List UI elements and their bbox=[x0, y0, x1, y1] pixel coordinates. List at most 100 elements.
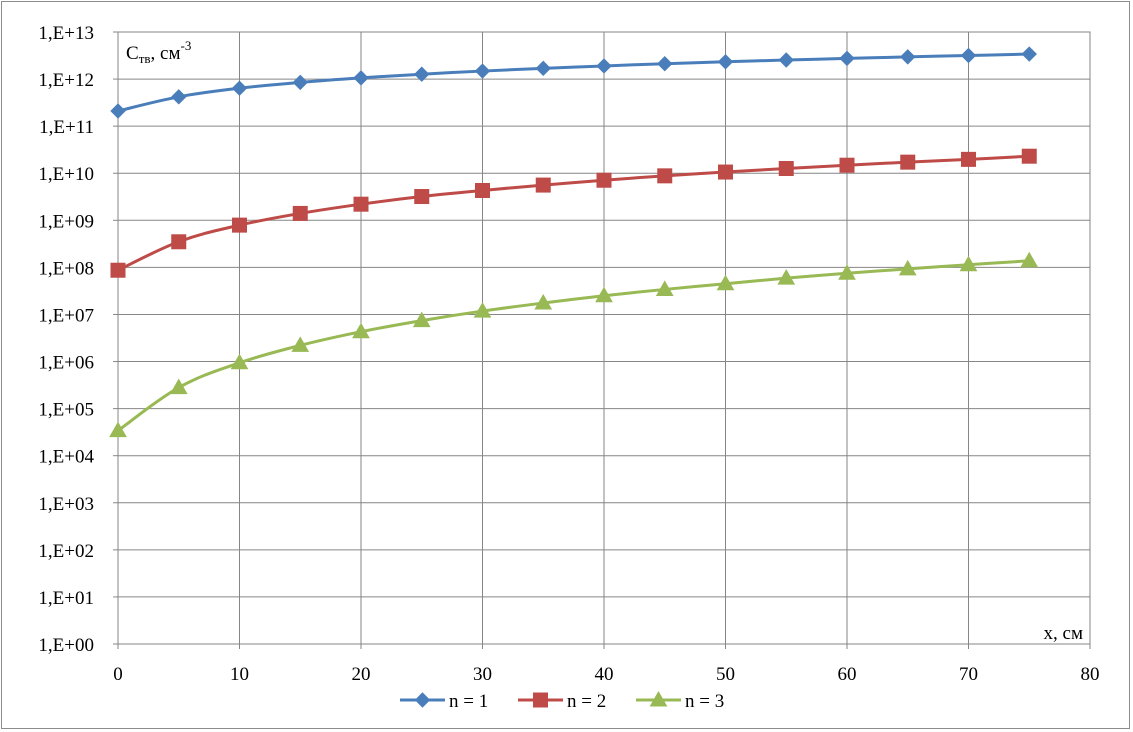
legend-label: n = 2 bbox=[567, 691, 606, 712]
data-point bbox=[961, 151, 976, 167]
legend-entry-1: n = 1 bbox=[400, 691, 488, 712]
y-tick-label: 1,E+05 bbox=[38, 400, 94, 421]
x-axis-title: x, см bbox=[1044, 623, 1083, 644]
legend-marker bbox=[649, 690, 668, 707]
y-tick-label: 1,E+13 bbox=[38, 23, 94, 44]
data-point bbox=[110, 103, 126, 119]
data-point bbox=[716, 274, 735, 291]
data-point bbox=[839, 50, 855, 67]
data-point bbox=[778, 161, 794, 177]
data-point bbox=[473, 302, 492, 318]
data-point bbox=[838, 264, 856, 280]
legend-label: n = 1 bbox=[449, 691, 488, 712]
data-point bbox=[900, 49, 916, 65]
data-point bbox=[655, 280, 674, 296]
data-point bbox=[898, 259, 917, 276]
y-tick-label: 1,E+10 bbox=[38, 164, 94, 185]
gridlines bbox=[117, 31, 1091, 645]
y-tick-label: 1,E+01 bbox=[38, 588, 94, 609]
data-point bbox=[353, 70, 369, 86]
data-point bbox=[412, 311, 431, 328]
y-axis-title-unit: , см bbox=[151, 43, 181, 64]
series-2 bbox=[110, 148, 1037, 278]
data-point bbox=[718, 164, 733, 180]
legend-marker bbox=[533, 692, 548, 708]
y-axis-title: Cтв, см-3 bbox=[126, 38, 191, 66]
data-point bbox=[778, 52, 794, 68]
series-line bbox=[117, 52, 1030, 113]
y-tick-label: 1,E+08 bbox=[38, 258, 94, 279]
data-point bbox=[110, 262, 126, 278]
data-point bbox=[232, 217, 247, 233]
y-tick-label: 1,E+12 bbox=[38, 70, 94, 91]
data-point bbox=[292, 74, 308, 91]
data-point bbox=[535, 177, 551, 193]
data-point bbox=[900, 154, 916, 170]
data-point bbox=[171, 89, 187, 105]
plot-area-border bbox=[117, 31, 1091, 645]
data-point bbox=[291, 336, 310, 352]
x-tick-label: 80 bbox=[1081, 664, 1100, 685]
data-point bbox=[959, 255, 978, 272]
y-tick-label: 1,E+03 bbox=[38, 494, 94, 515]
data-point bbox=[717, 54, 734, 70]
x-tick-label: 10 bbox=[230, 664, 249, 685]
data-point bbox=[596, 172, 612, 188]
y-tick-label: 1,E+09 bbox=[38, 211, 94, 232]
data-point bbox=[596, 58, 612, 74]
data-point bbox=[352, 322, 370, 339]
data-point bbox=[475, 182, 490, 198]
y-axis-title-sub: тв bbox=[139, 51, 151, 66]
data-point bbox=[595, 286, 613, 303]
data-point bbox=[1021, 46, 1037, 62]
data-point bbox=[414, 66, 430, 82]
data-point bbox=[535, 60, 551, 77]
data-point bbox=[231, 80, 248, 96]
data-point bbox=[414, 189, 430, 205]
y-tick-label: 1,E+07 bbox=[38, 305, 94, 326]
data-point bbox=[534, 294, 553, 310]
data-point bbox=[657, 168, 673, 184]
legend: n = 1 n = 2 n = 3 bbox=[400, 690, 724, 712]
data-point bbox=[474, 63, 491, 79]
x-tick-label: 50 bbox=[716, 664, 735, 685]
axes bbox=[113, 31, 1091, 649]
series-line bbox=[117, 259, 1030, 432]
x-tick-label: 70 bbox=[959, 664, 978, 685]
x-tick-label: 0 bbox=[113, 664, 123, 685]
y-axis-title-sup: -3 bbox=[180, 38, 191, 53]
data-point bbox=[839, 157, 855, 173]
series-1 bbox=[110, 46, 1037, 119]
y-tick-label: 1,E+00 bbox=[38, 635, 94, 656]
data-point bbox=[777, 269, 796, 285]
x-tick-label: 60 bbox=[838, 664, 857, 685]
y-axis-title-main: C bbox=[126, 43, 139, 64]
data-point bbox=[169, 378, 188, 395]
data-point bbox=[960, 47, 977, 64]
y-tick-label: 1,E+04 bbox=[38, 447, 94, 468]
data-point bbox=[353, 196, 369, 212]
data-point bbox=[292, 205, 308, 221]
y-tick-label: 1,E+11 bbox=[39, 117, 94, 138]
data-point bbox=[657, 56, 673, 72]
series-3 bbox=[109, 251, 1039, 438]
x-tick-label: 40 bbox=[595, 664, 614, 685]
x-tick-label: 30 bbox=[473, 664, 492, 685]
tick-labels: 1,E+00 1,E+01 1,E+02 1,E+03 1,E+04 1,E+05 1,E+… bbox=[38, 23, 1099, 685]
legend-marker bbox=[414, 692, 431, 708]
legend-label: n = 3 bbox=[685, 691, 724, 712]
legend-entry-2: n = 2 bbox=[518, 691, 606, 712]
x-tick-label: 20 bbox=[352, 664, 371, 685]
data-point bbox=[171, 234, 187, 250]
y-tick-label: 1,E+06 bbox=[38, 353, 94, 374]
series-line bbox=[117, 154, 1030, 272]
y-tick-label: 1,E+02 bbox=[38, 541, 94, 562]
legend-entry-3: n = 3 bbox=[636, 690, 724, 712]
data-point bbox=[1020, 251, 1039, 268]
data-point bbox=[109, 421, 127, 438]
series-layer bbox=[109, 46, 1039, 438]
data-point bbox=[230, 353, 249, 370]
data-point bbox=[1021, 148, 1037, 164]
